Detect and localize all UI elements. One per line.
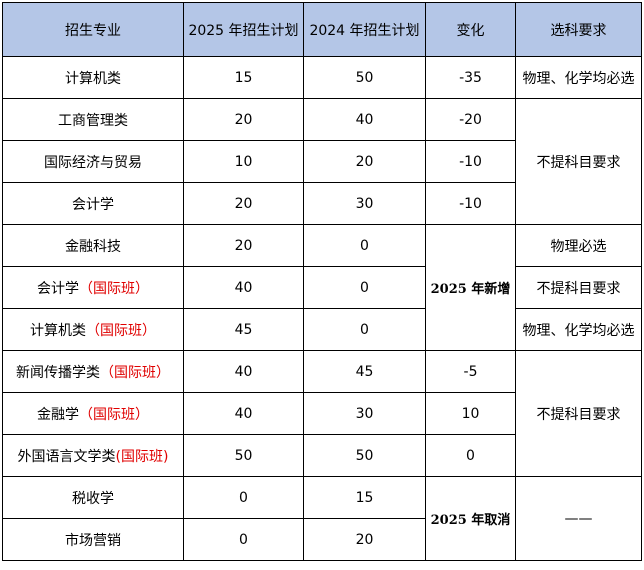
major-name: 市场营销 xyxy=(65,532,121,549)
change-cell: -20 xyxy=(425,98,516,141)
major-cell: 新闻传播学类（国际班） xyxy=(2,350,184,393)
major-name: 金融学 xyxy=(37,406,79,423)
table-row: 国际经济与贸易 10 20 -10 xyxy=(2,140,642,183)
table-row: 工商管理类 20 40 -20 不提科目要求 xyxy=(2,98,642,225)
requirement-cell: 物理、化学均必选 xyxy=(515,56,642,99)
major-name: 税收学 xyxy=(72,490,114,507)
change-cell: -10 xyxy=(425,182,516,225)
intl-tag: （国际班） xyxy=(79,280,149,297)
enrollment-table: 招生专业 2025 年招生计划 2024 年招生计划 变化 选科要求 计算机类 1… xyxy=(2,2,642,561)
table-row: 金融科技 20 0 2025 年新增 物理必选 xyxy=(2,224,642,351)
major-cell: 会计学 xyxy=(2,182,184,225)
plan-2025: 0 xyxy=(183,518,304,561)
table-row: 会计学（国际班） 40 0 不提科目要求 xyxy=(2,266,642,309)
change-cell: 2025 年取消 xyxy=(425,476,516,561)
plan-2024: 50 xyxy=(303,56,426,99)
header-cell: 变化 xyxy=(425,2,516,57)
change-cell: -10 xyxy=(425,140,516,183)
plan-2025: 10 xyxy=(183,140,304,183)
requirement-cell: 不提科目要求 xyxy=(515,266,642,309)
plan-2024: 50 xyxy=(303,434,426,477)
plan-2025: 0 xyxy=(183,476,304,519)
requirement-cell: —— xyxy=(515,476,642,561)
header-cell: 2025 年招生计划 xyxy=(183,2,304,57)
plan-2024: 0 xyxy=(303,224,426,267)
plan-2025: 20 xyxy=(183,182,304,225)
major-cell: 计算机类 xyxy=(2,56,184,99)
major-name: 会计学 xyxy=(37,280,79,297)
table-row: 税收学 0 15 2025 年取消 —— xyxy=(2,476,642,561)
table-body: 计算机类 15 50 -35 物理、化学均必选 工商管理类 20 40 -20 不提科目要求 国际经… xyxy=(2,56,642,561)
table-row: 金融学（国际班） 40 30 10 xyxy=(2,392,642,435)
requirement-cell: 不提科目要求 xyxy=(515,98,642,225)
change-cell: 2025 年新增 xyxy=(425,224,516,351)
intl-tag: （国际班） xyxy=(86,322,156,339)
major-cell: 国际经济与贸易 xyxy=(2,140,184,183)
plan-2024: 45 xyxy=(303,350,426,393)
change-cell: -35 xyxy=(425,56,516,99)
major-name: 外国语言文学类 xyxy=(17,448,116,465)
plan-2024: 20 xyxy=(303,140,426,183)
table-row: 计算机类（国际班） 45 0 物理、化学均必选 xyxy=(2,308,642,351)
table-row: 会计学 20 30 -10 xyxy=(2,182,642,225)
major-cell: 市场营销 xyxy=(2,518,184,561)
major-name: 工商管理类 xyxy=(58,112,128,129)
requirement-cell: 物理必选 xyxy=(515,224,642,267)
plan-2024: 0 xyxy=(303,308,426,351)
plan-2025: 45 xyxy=(183,308,304,351)
major-cell: 工商管理类 xyxy=(2,98,184,141)
plan-2025: 20 xyxy=(183,98,304,141)
plan-2025: 40 xyxy=(183,392,304,435)
header-cell: 选科要求 xyxy=(515,2,642,57)
plan-2025: 15 xyxy=(183,56,304,99)
major-name: 计算机类 xyxy=(30,322,86,339)
major-name: 计算机类 xyxy=(65,70,121,87)
major-cell: 计算机类（国际班） xyxy=(2,308,184,351)
major-name: 会计学 xyxy=(72,196,114,213)
major-name: 新闻传播学类 xyxy=(16,364,100,381)
plan-2025: 50 xyxy=(183,434,304,477)
change-cell: -5 xyxy=(425,350,516,393)
intl-tag: (国际班) xyxy=(115,448,169,465)
table-row: 市场营销 0 20 xyxy=(2,518,642,561)
header-cell: 招生专业 xyxy=(2,2,184,57)
plan-2025: 20 xyxy=(183,224,304,267)
plan-2024: 40 xyxy=(303,98,426,141)
plan-2025: 40 xyxy=(183,350,304,393)
plan-2024: 30 xyxy=(303,182,426,225)
major-cell: 会计学（国际班） xyxy=(2,266,184,309)
plan-2024: 30 xyxy=(303,392,426,435)
plan-2024: 15 xyxy=(303,476,426,519)
plan-2024: 20 xyxy=(303,518,426,561)
change-cell: 10 xyxy=(425,392,516,435)
major-cell: 金融学（国际班） xyxy=(2,392,184,435)
header-cell: 2024 年招生计划 xyxy=(303,2,426,57)
table-row: 计算机类 15 50 -35 物理、化学均必选 xyxy=(2,56,642,99)
requirement-cell: 不提科目要求 xyxy=(515,350,642,477)
plan-2025: 40 xyxy=(183,266,304,309)
major-name: 国际经济与贸易 xyxy=(44,154,142,171)
header-row: 招生专业 2025 年招生计划 2024 年招生计划 变化 选科要求 xyxy=(2,2,642,57)
intl-tag: （国际班） xyxy=(79,406,149,423)
requirement-cell: 物理、化学均必选 xyxy=(515,308,642,351)
major-cell: 税收学 xyxy=(2,476,184,519)
change-cell: 0 xyxy=(425,434,516,477)
major-cell: 外国语言文学类(国际班) xyxy=(2,434,184,477)
major-name: 金融科技 xyxy=(65,238,121,255)
table-row: 新闻传播学类（国际班） 40 45 -5 不提科目要求 xyxy=(2,350,642,477)
major-cell: 金融科技 xyxy=(2,224,184,267)
intl-tag: （国际班） xyxy=(100,364,170,381)
plan-2024: 0 xyxy=(303,266,426,309)
